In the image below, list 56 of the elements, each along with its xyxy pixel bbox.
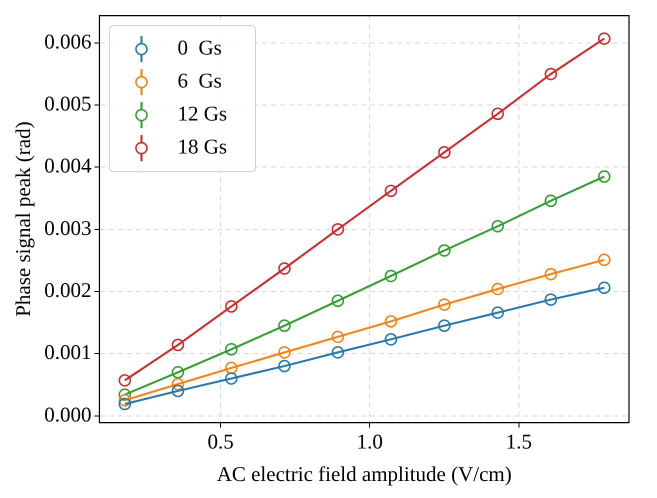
point: [118, 398, 132, 410]
point: [438, 319, 451, 332]
point: [491, 220, 504, 232]
point: [332, 294, 344, 308]
point: [491, 306, 504, 319]
point: [544, 194, 558, 208]
point: [544, 68, 558, 80]
point: [278, 346, 291, 359]
legend-label: 6 Gs: [177, 68, 222, 93]
legend-label: 12 Gs: [177, 102, 228, 126]
point: [438, 146, 451, 159]
point: [278, 262, 291, 275]
point: [225, 372, 238, 385]
point: [598, 282, 610, 294]
point: [384, 315, 398, 328]
point: [278, 360, 291, 372]
point: [384, 270, 398, 282]
y-tick-label: 0.001: [44, 340, 92, 364]
x-tick-label: 0.5: [207, 430, 234, 454]
y-axis-title: Phase signal peak (rad): [11, 121, 36, 317]
point: [384, 184, 398, 198]
point: [332, 223, 344, 236]
point: [598, 254, 610, 266]
y-tick-label: 0.006: [44, 29, 92, 54]
point: [491, 108, 504, 120]
y-tick-label: 0.005: [44, 92, 92, 116]
point: [172, 338, 184, 352]
legend-label: 0 Gs: [177, 36, 222, 60]
point: [225, 343, 238, 356]
point: [332, 330, 344, 344]
point: [118, 388, 132, 401]
point: [598, 32, 610, 45]
point: [172, 384, 184, 398]
point: [118, 394, 132, 406]
point: [438, 298, 451, 311]
point: [438, 244, 451, 257]
point: [598, 170, 610, 183]
point: [544, 268, 558, 280]
point: [225, 300, 238, 313]
y-tick-label: 0.004: [44, 154, 92, 178]
point: [172, 366, 184, 379]
x-tick-label: 1.0: [356, 430, 383, 454]
point: [172, 378, 184, 390]
point: [491, 282, 504, 296]
x-axis-title: AC electric field amplitude (V/cm): [216, 462, 512, 486]
point: [225, 362, 238, 374]
point: [278, 319, 291, 332]
y-tick-label: 0.000: [44, 402, 92, 426]
y-tick-label: 0.003: [44, 216, 92, 240]
legend-label: 18 Gs: [177, 134, 228, 159]
x-tick-label: 1.5: [506, 430, 532, 454]
point: [118, 374, 132, 387]
y-tick-label: 0.002: [44, 278, 92, 302]
point: [544, 293, 558, 306]
point: [332, 346, 344, 359]
point: [384, 333, 398, 346]
